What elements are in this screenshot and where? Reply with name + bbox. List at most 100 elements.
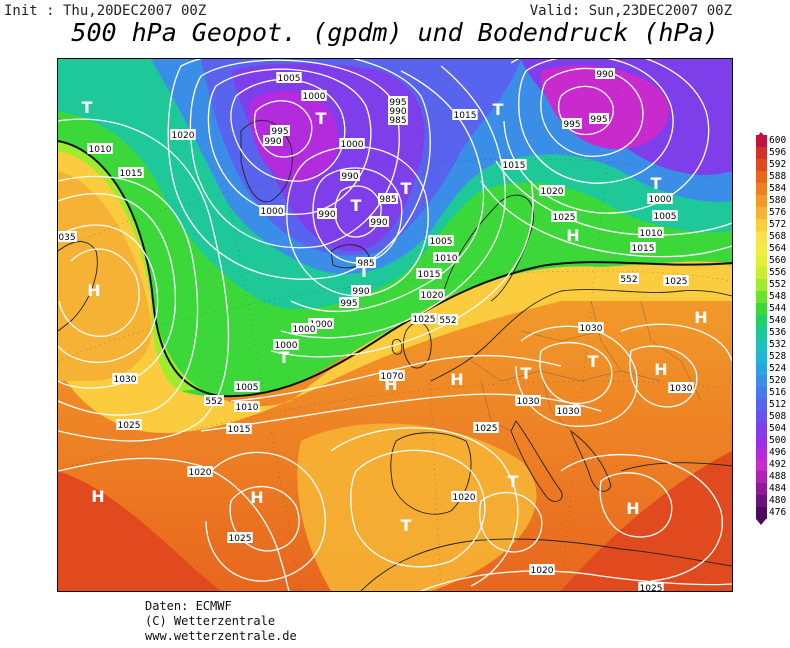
isobar-label-box: [339, 138, 365, 149]
isobar-label-box: [291, 323, 317, 334]
legend-entry: 544: [753, 303, 790, 315]
geopotential-label: 552: [620, 275, 637, 285]
isobar-label-box: [388, 96, 408, 107]
isobar-label: 985: [357, 259, 374, 269]
geopotential-label: 552: [205, 397, 222, 407]
isobar-label: 995: [271, 127, 288, 137]
isobar-label: 1020: [541, 187, 564, 197]
isobar-label: 1000: [275, 341, 298, 351]
legend-label: 492: [769, 459, 787, 470]
legend-label: 500: [769, 435, 787, 446]
legend-entry: 488: [753, 471, 790, 483]
legend-swatch: [756, 255, 767, 267]
legend-entry: 560: [753, 255, 790, 267]
low-pressure-marker: T: [359, 262, 370, 281]
low-pressure-marker: T: [316, 109, 327, 128]
isobar-label: 1010: [89, 145, 112, 155]
legend-label: 528: [769, 351, 787, 362]
isobar-label-box: [473, 422, 499, 433]
legend-swatch: [756, 495, 767, 507]
legend-label: 520: [769, 375, 787, 386]
low-pressure-marker: T: [279, 348, 290, 367]
isobar-label-box: [630, 242, 656, 253]
legend-label: 584: [769, 183, 787, 194]
legend-entry: 548: [753, 291, 790, 303]
color-legend: 600 596 592 588 584 580 576 572 568 564 560 556 552 5…: [753, 132, 790, 525]
credits: Daten: ECMWF (C) Wetterzentrale www.wett…: [145, 599, 297, 644]
isobar-label-box: [170, 129, 196, 140]
low-pressure-marker: T: [508, 472, 519, 491]
isobar-label: 1025: [553, 213, 576, 223]
legend-label: 600: [769, 135, 787, 146]
isobar-label-box: [647, 193, 673, 204]
low-pressure-marker: T: [351, 196, 362, 215]
isobar-label: 1005: [430, 237, 453, 247]
low-pressure-marker: T: [401, 179, 412, 198]
isobar-labels: 1005100099599010201010101599599098510009…: [58, 68, 694, 591]
legend-entry: 520: [753, 375, 790, 387]
legend-label: 544: [769, 303, 787, 314]
legend-swatch: [756, 171, 767, 183]
legend-swatch: [756, 219, 767, 231]
legend-entry: 576: [753, 207, 790, 219]
isobar-label: 1015: [418, 270, 441, 280]
isobar-label: 1000: [341, 140, 364, 150]
legend-entry: 552: [753, 279, 790, 291]
high-pressure-marker: H: [87, 281, 100, 300]
credit-line-copyright: (C) Wetterzentrale: [145, 614, 276, 628]
legend-label: 596: [769, 147, 787, 158]
geopotential-label: 552: [439, 316, 456, 326]
legend-label: 564: [769, 243, 787, 254]
legend-label: 512: [769, 399, 787, 410]
isobar-label-box: [551, 211, 577, 222]
isobar-label-box: [270, 125, 290, 136]
isobar-label-box: [340, 170, 360, 181]
legend-swatch: [756, 231, 767, 243]
isobar-label: 1015: [120, 169, 143, 179]
isobar-label-box: [638, 582, 664, 591]
legend-label: 588: [769, 171, 787, 182]
isobar-label: 1015: [503, 161, 526, 171]
legend-entry: 580: [753, 195, 790, 207]
legend-entry: 572: [753, 219, 790, 231]
isobar-label: 990: [389, 107, 406, 117]
legend-entry: 540: [753, 315, 790, 327]
legend-swatch: [756, 507, 767, 519]
legend-label: 536: [769, 327, 787, 338]
isobar-label: 1010: [435, 254, 458, 264]
isobar-label-box: [595, 68, 615, 79]
legend-entry: 568: [753, 231, 790, 243]
isobar-label: 1025: [475, 424, 498, 434]
isobar-label-box: [227, 532, 253, 543]
legend-entry: 600: [753, 135, 790, 147]
legend-entry: 484: [753, 483, 790, 495]
high-pressure-marker: H: [694, 308, 707, 327]
isobar-label-box: [351, 285, 371, 296]
legend-swatch: [756, 483, 767, 495]
legend-swatch: [756, 243, 767, 255]
high-pressure-markers: H H H H H H H H H: [87, 226, 707, 518]
isobar-label-box: [273, 339, 299, 350]
isobar-label: 1000: [303, 92, 326, 102]
valid-time: Valid: Sun,23DEC2007 00Z: [529, 3, 732, 19]
isobar-label-box: [388, 114, 408, 125]
isobar-label: 990: [352, 287, 369, 297]
legend-swatch: [756, 435, 767, 447]
isobar-label: 1005: [654, 212, 677, 222]
legend-swatch: [756, 411, 767, 423]
legend-swatch: [756, 135, 767, 147]
legend-swatch: [756, 207, 767, 219]
isobar-label: 990: [596, 70, 613, 80]
legend-entry: 588: [753, 171, 790, 183]
isobar-label: 1015: [228, 425, 251, 435]
isobar-label-box: [226, 423, 252, 434]
isobar-label: 1025: [640, 584, 663, 591]
isobar-label: 035: [58, 233, 75, 243]
legend-label: 524: [769, 363, 787, 374]
isobar-label-box: [356, 257, 376, 268]
isobar-label-box: [562, 118, 582, 129]
legend-swatch: [756, 291, 767, 303]
legend-swatch: [756, 471, 767, 483]
isobar-label: 1015: [454, 111, 477, 121]
legend-label: 540: [769, 315, 787, 326]
